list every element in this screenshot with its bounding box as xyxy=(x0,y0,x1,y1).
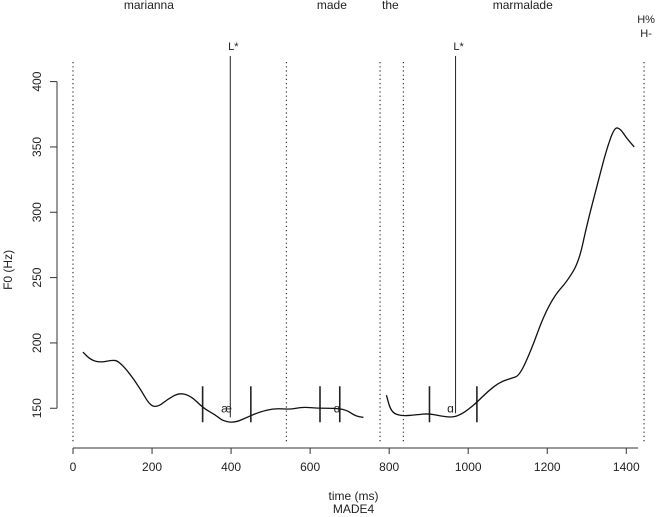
text-labels: time (ms) MADE4 F0 (Hz) marianna made the m… xyxy=(1,0,553,516)
f0-line-1 xyxy=(385,127,635,418)
segment-label-0: æ xyxy=(221,401,232,415)
y-tick-label-2: 250 xyxy=(30,267,44,287)
tone-label-0: L* xyxy=(228,41,239,53)
x-axis-title: time (ms) xyxy=(329,489,379,503)
tone-annotations: L* L* H% H- xyxy=(228,14,655,418)
axes: 0 200 400 600 800 1000 1200 1400 150 200 250 300 350… xyxy=(30,71,640,474)
word-boundaries xyxy=(72,62,645,442)
word-label-1: made xyxy=(317,0,347,12)
x-tick-label-3: 600 xyxy=(300,460,320,474)
y-axis-title: F0 (Hz) xyxy=(1,250,15,290)
y-tick-label-5: 400 xyxy=(30,71,44,91)
tone-label-1: L* xyxy=(453,41,464,53)
boundary-tone-label-1: H- xyxy=(640,28,652,40)
x-tick-label-4: 800 xyxy=(379,460,399,474)
f0-series xyxy=(82,127,635,423)
chart-caption: MADE4 xyxy=(333,502,375,516)
x-tick-label-6: 1200 xyxy=(534,460,561,474)
y-tick-label-1: 200 xyxy=(30,333,44,353)
word-label-0: marianna xyxy=(124,0,174,12)
segment-label-2: ɑ xyxy=(447,401,454,415)
x-tick-label-1: 200 xyxy=(142,460,162,474)
y-tick-label-4: 350 xyxy=(30,137,44,157)
y-tick-label-3: 300 xyxy=(30,202,44,222)
f0-line-0 xyxy=(82,351,364,423)
x-tick-label-5: 1000 xyxy=(455,460,482,474)
x-tick-label-7: 1400 xyxy=(613,460,640,474)
boundary-tone-label-0: H% xyxy=(637,14,655,26)
y-tick-label-0: 150 xyxy=(30,398,44,418)
x-tick-label-2: 400 xyxy=(221,460,241,474)
word-label-3: marmalade xyxy=(493,0,553,12)
x-tick-label-0: 0 xyxy=(70,460,77,474)
word-label-2: the xyxy=(382,0,399,12)
